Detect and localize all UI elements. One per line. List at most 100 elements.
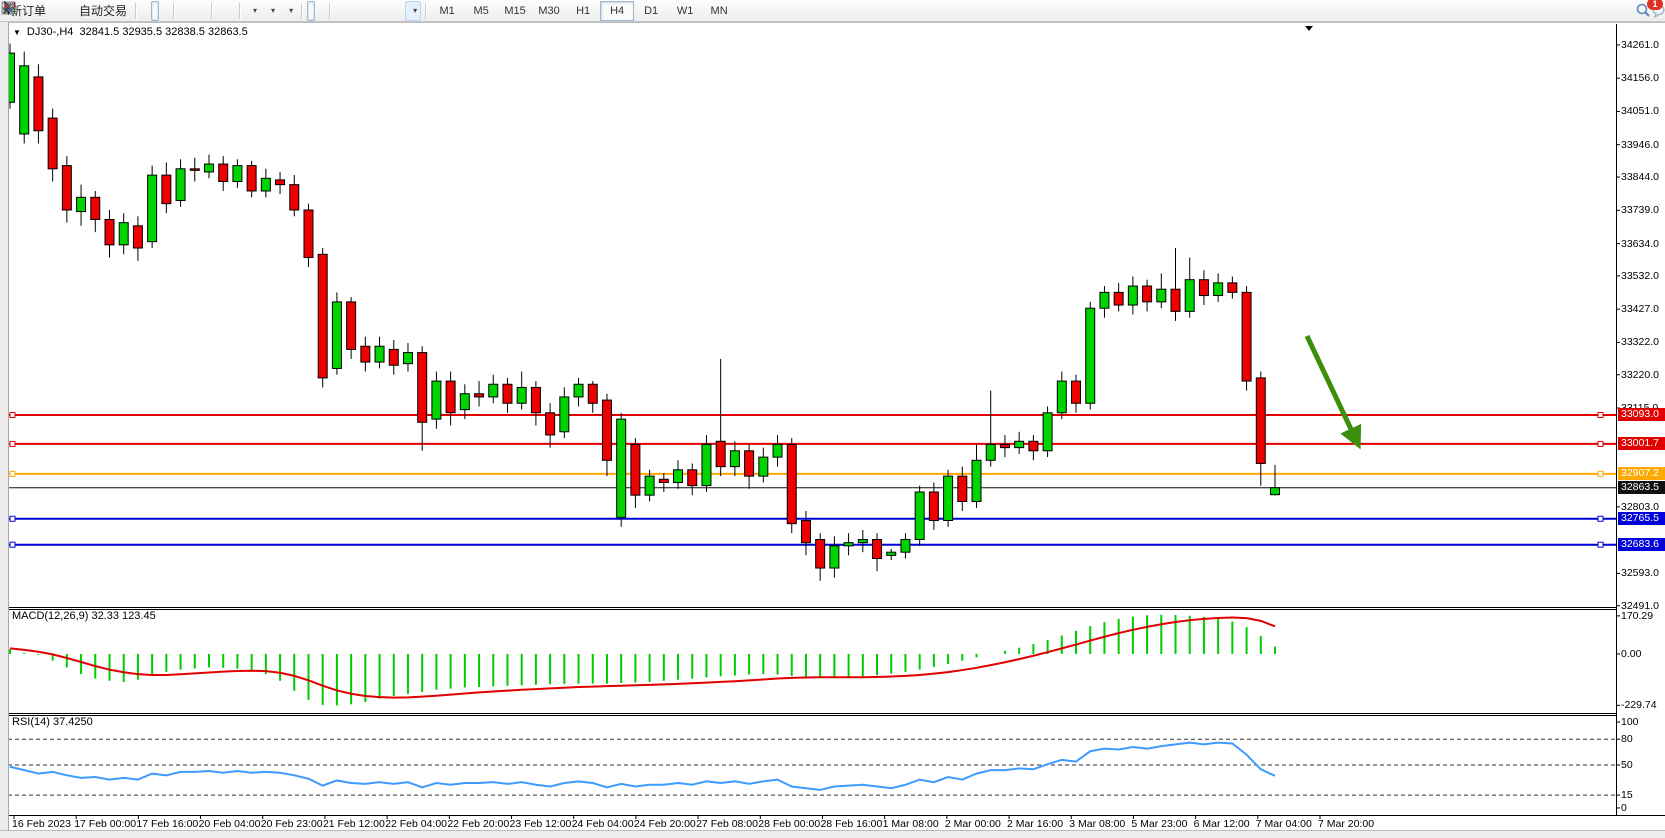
price-level-tag: 32907.2 [1618, 467, 1665, 481]
zoom-out-button[interactable] [2, 1, 197, 21]
time-axis-label: 28 Feb 00:00 [758, 818, 821, 830]
macd-tick: -229.74 [1621, 699, 1657, 712]
time-axis-label: 23 Feb 12:00 [509, 818, 572, 830]
dropdown-caret-icon: ▾ [413, 6, 418, 15]
notification-badge: 1 [1647, 0, 1663, 10]
dropdown-caret-icon: ▾ [289, 6, 294, 15]
rsi-tick: 80 [1621, 733, 1633, 746]
time-axis-label: 20 Feb 04:00 [198, 818, 261, 830]
toolbar-separator [211, 2, 214, 19]
time-axis-label: 7 Mar 20:00 [1318, 818, 1375, 830]
toolbar-right: 1 [1633, 0, 1665, 21]
search-button[interactable] [1634, 1, 1650, 21]
chart-bars-button[interactable] [2, 1, 149, 21]
crosshair-button[interactable] [2, 1, 325, 21]
rsi-tick: 50 [1621, 759, 1633, 771]
rsi-label: RSI(14) 37.4250 [12, 716, 93, 728]
text-button[interactable]: A [4, 1, 393, 21]
price-tick: 34156.0 [1621, 72, 1659, 85]
left-panel-splitter[interactable] [0, 22, 9, 830]
chart-title: ▼ DJ30-,H4 32841.5 32935.5 32838.5 32863.… [13, 26, 248, 38]
zoom-in-button[interactable] [2, 1, 187, 21]
periods-button[interactable]: ▾ [2, 1, 279, 21]
indicators-button[interactable]: ▾ [1, 1, 261, 21]
price-tick: 34051.0 [1621, 105, 1659, 118]
svg-text:T: T [5, 4, 11, 15]
price-level-tag: 33001.7 [1618, 437, 1665, 451]
equidistant-channel-button[interactable]: E [1, 1, 373, 21]
chart-window[interactable]: ▼ DJ30-,H4 32841.5 32935.5 32838.5 32863.… [0, 22, 1665, 838]
dropdown-caret-icon: ▾ [271, 6, 276, 15]
price-tick: 32491.0 [1621, 599, 1659, 612]
timeframe-w1-button[interactable]: W1 [676, 4, 694, 17]
rsi-tick: 100 [1621, 716, 1639, 729]
rsi-tick: 15 [1621, 789, 1633, 802]
time-axis-label: 27 Feb 08:00 [696, 818, 758, 830]
time-axis-label: 3 Mar 08:00 [1069, 818, 1126, 830]
chart-line-button[interactable] [2, 1, 169, 21]
timeframe-h1-button[interactable]: H1 [576, 4, 591, 17]
timeframe-m1-button[interactable]: M1 [439, 4, 455, 17]
auto-scroll-button[interactable] [2, 1, 225, 21]
time-axis-label: 22 Feb 04:00 [385, 818, 448, 830]
vertical-line-button[interactable] [7, 1, 343, 21]
toolbar-separator [329, 2, 332, 19]
chart-shift-button[interactable] [2, 1, 235, 21]
cursor-button[interactable] [4, 0, 316, 21]
price-level-tag: 32765.5 [1618, 512, 1665, 526]
ohlc-values: 32841.5 32935.5 32838.5 32863.5 [79, 26, 248, 38]
main-toolbar: 新订单 自动交易 ▾ ▾ ▾ E F A T ▾ M1 M5 M15 M30 H1 H4 D1 W1 MN 1 [0, 0, 1665, 22]
time-axis-label: 2 Mar 16:00 [1007, 818, 1064, 830]
horizontal-line-button[interactable] [2, 1, 353, 21]
time-axis-label: 2 Mar 00:00 [944, 818, 1001, 830]
symbol-period-label: DJ30-,H4 [26, 26, 74, 38]
dropdown-caret-icon: ▾ [253, 6, 258, 15]
time-axis-label: 21 Feb 12:00 [322, 818, 385, 830]
price-tick: 33634.0 [1621, 237, 1659, 250]
timeframe-m5-button[interactable]: M5 [473, 4, 489, 17]
charts-button[interactable] [1, 1, 60, 21]
time-axis-label: 1 Mar 08:00 [882, 818, 939, 830]
toolbar-separator [301, 2, 304, 19]
templates-button[interactable]: ▾ [1, 1, 297, 21]
time-axis-label: 7 Mar 04:00 [1255, 818, 1312, 830]
macd-label: MACD(12,26,9) 32.33 123.45 [12, 610, 156, 622]
rsi-tick: 0 [1621, 801, 1627, 814]
price-tick: 33844.0 [1621, 171, 1659, 184]
timeframe-h4-button[interactable]: H4 [600, 0, 635, 21]
price-tick: 32593.0 [1621, 567, 1659, 580]
timeframe-m15-button[interactable]: M15 [504, 4, 526, 17]
time-axis-label: 24 Feb 20:00 [633, 818, 696, 830]
price-tick: 34261.0 [1621, 38, 1659, 51]
macd-tick: 170.29 [1621, 609, 1654, 622]
tile-windows-button[interactable] [1, 1, 207, 21]
timeframe-d1-button[interactable]: D1 [644, 4, 659, 17]
time-axis-label: 6 Mar 12:00 [1193, 818, 1250, 830]
chart-candles-button[interactable] [2, 0, 160, 21]
toolbar-separator [135, 2, 138, 19]
price-level-tag: 32683.6 [1618, 538, 1665, 552]
autotrade-label: 自动交易 [79, 4, 128, 18]
price-tick: 33427.0 [1621, 303, 1659, 316]
collapse-triangle-icon[interactable]: ▼ [13, 28, 21, 37]
time-axis-label: 28 Feb 16:00 [820, 818, 883, 830]
timeframe-mn-button[interactable]: MN [710, 4, 728, 17]
fibonacci-button[interactable]: F [2, 1, 383, 21]
time-axis-label: 20 Feb 23:00 [260, 818, 323, 830]
macd-tick: 0.00 [1621, 647, 1642, 660]
chart-canvas[interactable] [0, 22, 1665, 838]
svg-text:A: A [4, 1, 13, 15]
time-axis-label: 5 Mar 23:00 [1131, 818, 1188, 830]
time-axis-label: 16 Feb 2023 [12, 818, 71, 830]
text-label-button[interactable]: T [2, 1, 403, 21]
timeframe-m30-button[interactable]: M30 [538, 4, 560, 17]
arrows-button[interactable]: ▾ [3, 0, 422, 21]
time-axis-label: 17 Feb 16:00 [136, 818, 199, 830]
trendline-button[interactable] [2, 1, 363, 21]
market-watch-button[interactable] [2, 1, 70, 21]
price-level-tag: 33093.0 [1618, 408, 1665, 422]
time-axis-label: 22 Feb 20:00 [447, 818, 510, 830]
autotrade-button[interactable]: 自动交易 [1, 1, 131, 21]
notifications-button[interactable]: 1 [1647, 0, 1665, 21]
